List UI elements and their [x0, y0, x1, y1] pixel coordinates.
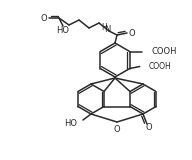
Text: O: O [41, 13, 47, 23]
Text: HO: HO [56, 25, 70, 35]
Text: O: O [146, 124, 152, 132]
Text: HO: HO [64, 119, 77, 128]
Text: COOH: COOH [152, 47, 177, 56]
Text: O: O [129, 28, 135, 37]
Text: H: H [101, 23, 107, 32]
Text: O: O [114, 124, 120, 133]
Text: N: N [104, 24, 110, 33]
Text: COOH: COOH [149, 62, 171, 71]
